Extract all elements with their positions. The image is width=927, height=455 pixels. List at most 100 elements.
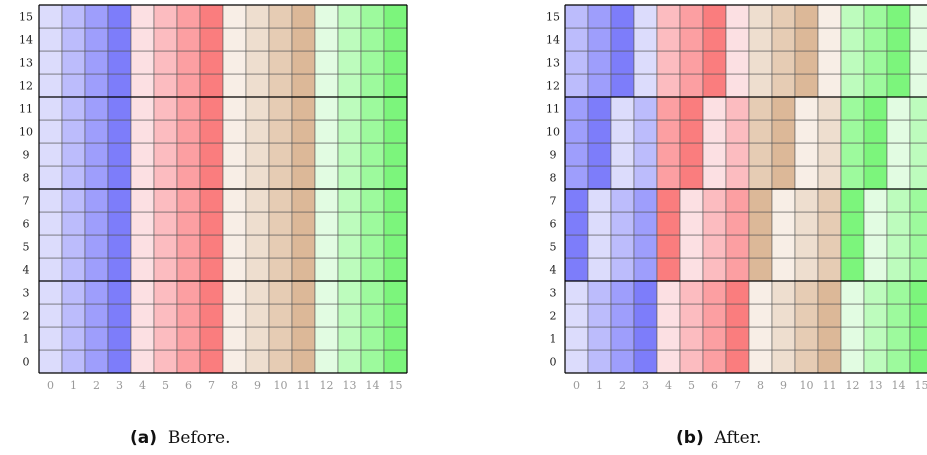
grid-cell (131, 189, 154, 212)
grid-cell (634, 143, 657, 166)
grid-cell (818, 97, 841, 120)
grid-cell (864, 189, 887, 212)
grid-cell (611, 166, 634, 189)
grid-cell (177, 5, 200, 28)
grid-cell (108, 350, 131, 373)
row-label: 1 (23, 333, 30, 346)
grid-cell (588, 235, 611, 258)
row-label: 14 (546, 34, 560, 47)
grid-cell (292, 258, 315, 281)
grid-cell (795, 28, 818, 51)
grid-cell (634, 350, 657, 373)
grid-cell (154, 281, 177, 304)
grid-cell (200, 97, 223, 120)
grid-cell (338, 143, 361, 166)
column-label: 9 (254, 379, 261, 392)
grid-cell (818, 212, 841, 235)
grid-cell (384, 258, 407, 281)
grid-cell (726, 189, 749, 212)
grid-cell (703, 212, 726, 235)
column-label: 1 (596, 379, 603, 392)
grid-cell (749, 327, 772, 350)
grid-cell (131, 166, 154, 189)
row-label: 1 (550, 333, 557, 346)
grid-cell (887, 28, 910, 51)
grid-cell (841, 235, 864, 258)
grid-cell (108, 235, 131, 258)
grid-cell (726, 350, 749, 373)
grid-cell (338, 281, 361, 304)
grid-cell (108, 281, 131, 304)
grid-cell (361, 166, 384, 189)
column-label: 13 (869, 379, 883, 392)
grid-cell (131, 97, 154, 120)
row-label: 6 (550, 218, 557, 231)
grid-cell (223, 51, 246, 74)
grid-cell (154, 304, 177, 327)
grid-cell (154, 212, 177, 235)
grid-cell (39, 51, 62, 74)
grid-cell (200, 235, 223, 258)
column-label: 5 (162, 379, 169, 392)
grid-cell (841, 5, 864, 28)
grid-cell (292, 51, 315, 74)
grid-cell (108, 327, 131, 350)
column-label: 7 (734, 379, 741, 392)
grid-cell (611, 5, 634, 28)
grid-cell (772, 327, 795, 350)
grid-cell (887, 281, 910, 304)
grid-cell (910, 281, 927, 304)
grid-cell (680, 51, 703, 74)
grid-cell (108, 28, 131, 51)
grid-cell (131, 28, 154, 51)
grid-cell (910, 258, 927, 281)
grid-cell (39, 212, 62, 235)
row-label: 4 (23, 264, 30, 277)
grid-cell (887, 166, 910, 189)
grid-cell (703, 350, 726, 373)
grid-cell (62, 74, 85, 97)
grid-cell (887, 97, 910, 120)
grid-cell (680, 143, 703, 166)
grid-cell (292, 212, 315, 235)
grid-cell (841, 189, 864, 212)
grid-cell (292, 143, 315, 166)
row-label: 6 (23, 218, 30, 231)
grid-cell (749, 120, 772, 143)
grid-cell (246, 97, 269, 120)
grid-cell (131, 304, 154, 327)
grid-cell (200, 350, 223, 373)
grid-cell (910, 350, 927, 373)
grid-cell (108, 143, 131, 166)
row-label: 0 (550, 356, 557, 369)
grid-cell (726, 166, 749, 189)
grid-cell (818, 120, 841, 143)
grid-cell (680, 189, 703, 212)
grid-cell (634, 51, 657, 74)
grid-cell (39, 235, 62, 258)
grid-cell (657, 281, 680, 304)
grid-cell (680, 28, 703, 51)
grid-cell (246, 281, 269, 304)
grid-cell (39, 281, 62, 304)
grid-cell (177, 235, 200, 258)
grid-cell (315, 74, 338, 97)
grid-cell (246, 143, 269, 166)
grid-cell (611, 304, 634, 327)
grid-cell (384, 212, 407, 235)
grid-cell (910, 189, 927, 212)
column-label: 5 (688, 379, 695, 392)
grid-cell (841, 281, 864, 304)
column-label: 10 (800, 379, 814, 392)
grid-cell (611, 258, 634, 281)
grid-cell (85, 189, 108, 212)
grid-cell (703, 51, 726, 74)
grid-cell (292, 235, 315, 258)
grid-cell (910, 51, 927, 74)
caption-after-label: (b) (676, 428, 704, 448)
grid-cell (795, 166, 818, 189)
grid-cell (361, 189, 384, 212)
grid-cell (62, 258, 85, 281)
grid-cell (726, 120, 749, 143)
